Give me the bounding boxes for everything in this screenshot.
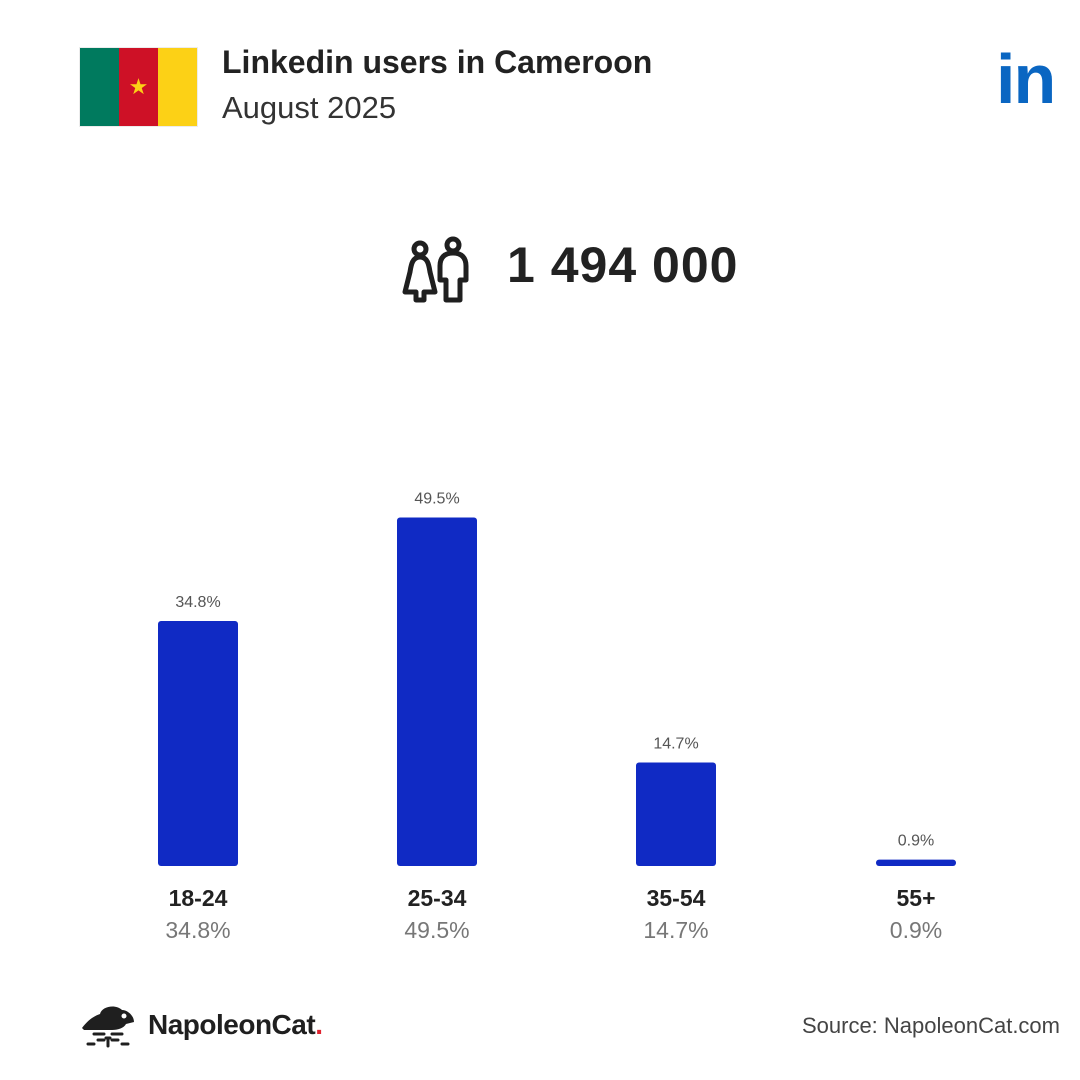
users-icon: [402, 236, 469, 303]
flag-stripe-green: [80, 48, 119, 126]
category-percent: 0.9%: [890, 917, 942, 943]
bar-18-24: [158, 621, 238, 866]
category-label: 55+: [896, 885, 935, 911]
bar-55+: [876, 859, 956, 866]
bar-value-label: 34.8%: [175, 594, 220, 611]
flag-stripe-yellow: [158, 48, 197, 126]
bar-value-label: 49.5%: [414, 491, 459, 508]
linkedin-logo-icon: in: [996, 40, 1056, 118]
category-percent: 34.8%: [165, 917, 230, 943]
bar-value-label: 0.9%: [898, 833, 934, 850]
bar-35-54: [636, 762, 716, 866]
category-label: 18-24: [169, 885, 228, 911]
source-text: Source: NapoleonCat.com: [801, 1013, 1060, 1038]
flag-star-icon: ★: [128, 74, 149, 99]
bar-value-label: 14.7%: [653, 736, 698, 753]
brand-name: NapoleonCat.: [148, 1009, 323, 1040]
category-label: 25-34: [408, 885, 467, 911]
category-percent: 14.7%: [643, 917, 708, 943]
page-title: Linkedin users in Cameroon: [222, 44, 653, 80]
page-subtitle: August 2025: [222, 90, 397, 125]
category-percent: 49.5%: [404, 917, 469, 943]
bar-25-34: [397, 517, 477, 866]
total-users-value: 1 494 000: [507, 237, 739, 293]
napoleoncat-brand: NapoleonCat.: [78, 1000, 323, 1050]
napoleoncat-logo-icon: [82, 1006, 134, 1048]
age-distribution-chart: 34.8% 18-24 34.8% 49.5% 25-34 49.5% 14.7% 35-54…: [158, 491, 956, 943]
category-label: 35-54: [647, 885, 706, 911]
flag-stripe-red: ★: [119, 48, 158, 126]
brand-dot: .: [315, 1009, 323, 1040]
cameroon-flag-icon: ★: [80, 48, 197, 126]
